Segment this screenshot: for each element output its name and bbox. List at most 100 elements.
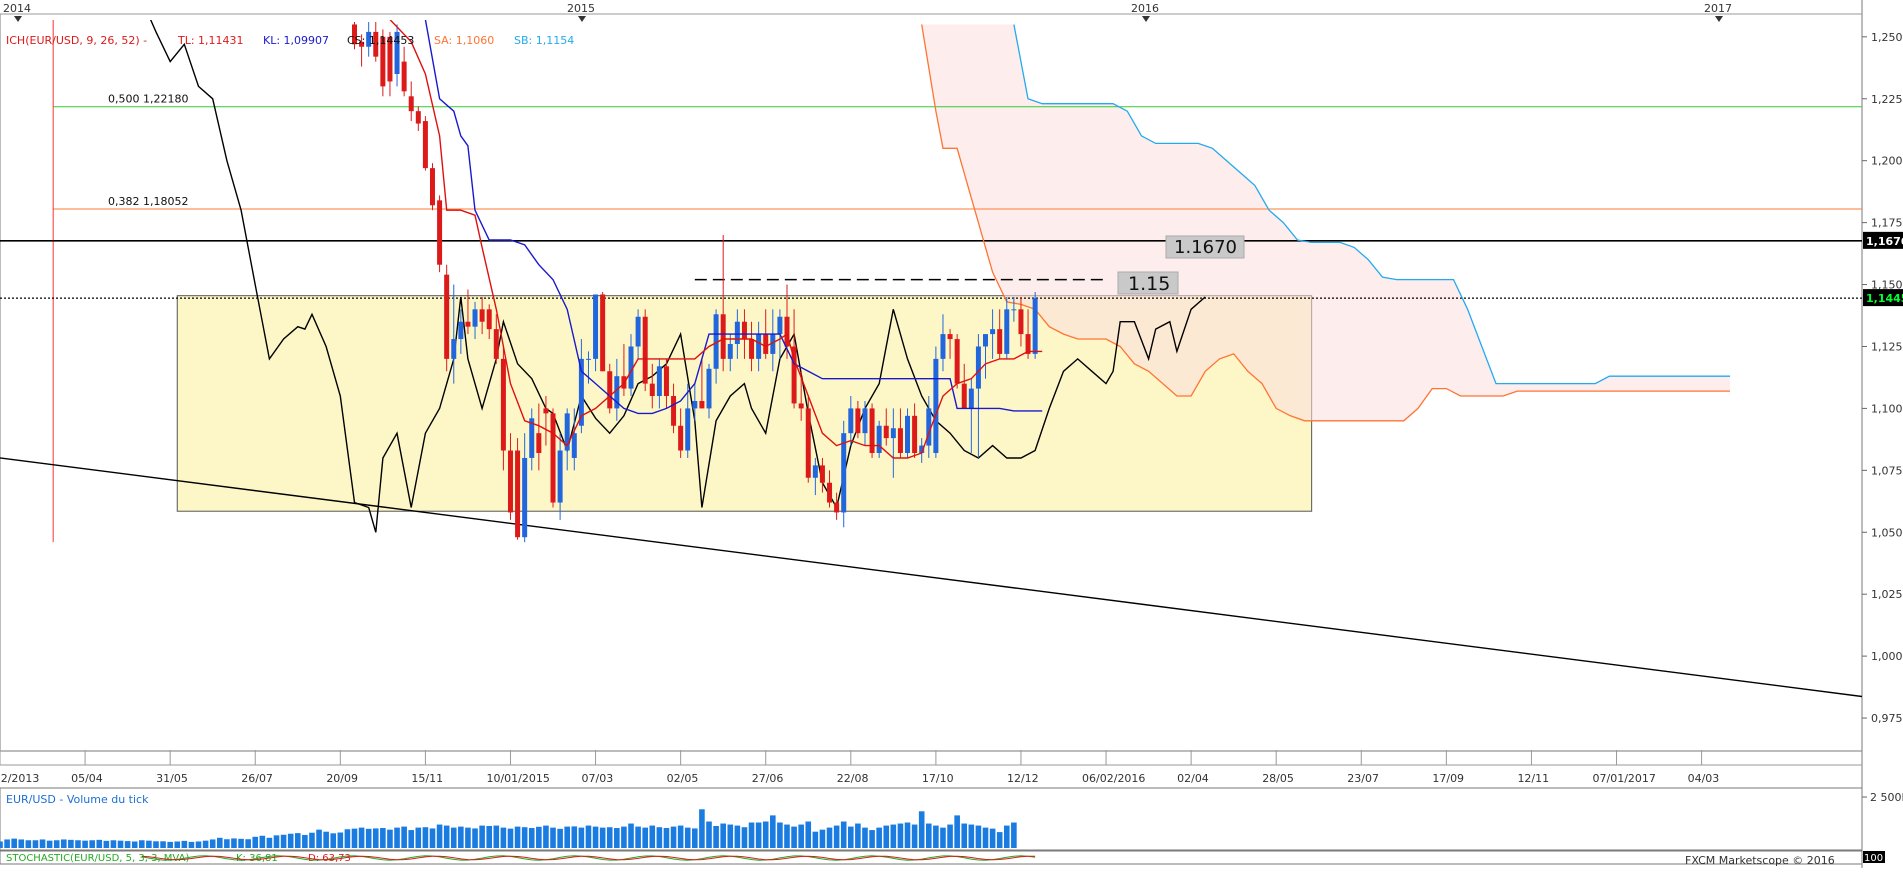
volume-bar <box>309 832 315 848</box>
volume-bar <box>103 840 110 848</box>
volume-bar <box>209 839 216 848</box>
date-tick-label: 06/02/2016 <box>1082 772 1145 785</box>
date-tick-label: 20/09 <box>326 772 358 785</box>
volume-bar <box>982 827 989 848</box>
current-price-badge <box>1863 289 1903 307</box>
bullish-candle <box>585 358 591 360</box>
bullish-candle <box>812 465 818 478</box>
price-plot-area <box>0 20 1862 698</box>
volume-bar <box>904 822 911 848</box>
bullish-candle <box>564 413 570 451</box>
volume-bar <box>770 815 776 848</box>
date-tick-label: 04/03 <box>1688 772 1720 785</box>
bearish-candle <box>961 383 967 409</box>
bearish-candle <box>749 339 755 359</box>
bullish-candle <box>926 408 932 446</box>
volume-bar <box>61 839 67 848</box>
stochastic-panel: STOCHASTIC(EUR/USD, 5, 3, 3, MVA) - K: 36… <box>6 851 1885 867</box>
bearish-candle <box>883 425 889 439</box>
volume-bar <box>762 821 769 848</box>
price-tick-label: 1,1250 <box>1871 340 1903 353</box>
volume-panel-title: EUR/USD - Volume du tick <box>6 793 149 806</box>
volume-bar <box>429 828 436 848</box>
bullish-candle <box>777 316 783 335</box>
bearish-candle <box>791 346 797 404</box>
volume-bar <box>117 840 124 848</box>
volume-bar <box>819 829 826 848</box>
volume-bar <box>777 822 783 848</box>
bullish-candle <box>756 334 762 359</box>
volume-bar <box>0 841 3 848</box>
bullish-candle <box>593 294 599 359</box>
volume-bar <box>543 825 549 848</box>
bullish-candle <box>890 428 896 439</box>
target-annotation-box <box>1117 271 1179 295</box>
volume-bar <box>500 827 507 848</box>
year-marker-icon <box>1715 16 1723 22</box>
volume-bar <box>614 828 620 848</box>
bullish-candle <box>770 334 776 354</box>
bearish-candle <box>429 168 435 206</box>
volume-bar <box>18 839 25 848</box>
year-axis: 2014 2015 2016 2017 <box>0 2 1862 22</box>
bearish-candle <box>827 482 833 503</box>
date-tick-label: 17/10 <box>922 772 954 785</box>
bearish-candle <box>408 96 414 112</box>
volume-bar <box>918 811 925 848</box>
volume-bar <box>550 827 556 848</box>
volume-bar <box>507 828 514 848</box>
volume-bar <box>642 827 648 848</box>
bullish-candle <box>571 433 577 458</box>
volume-bar <box>160 841 166 848</box>
bearish-candle <box>741 321 747 340</box>
volume-bar <box>805 821 812 848</box>
volume-bar <box>557 828 563 848</box>
volume-bar <box>351 828 358 848</box>
volume-bar <box>521 827 528 848</box>
bullish-candle <box>706 368 712 409</box>
volume-bar <box>706 821 712 848</box>
volume-bar <box>826 827 833 848</box>
price-tick-label: 1,1000 <box>1871 402 1903 415</box>
volume-bar <box>259 835 266 848</box>
volume-bar <box>528 828 535 848</box>
bullish-candle <box>983 334 989 347</box>
bullish-candle <box>862 408 868 434</box>
volume-bar <box>635 826 641 848</box>
current-price-label: 1,14453 <box>1866 292 1903 305</box>
volume-bar <box>649 825 656 848</box>
volume-bar <box>46 840 53 848</box>
bullish-candle <box>656 366 662 397</box>
bearish-candle <box>671 396 677 426</box>
volume-bar <box>146 840 152 848</box>
bullish-candle <box>394 31 400 75</box>
date-tick-label: 26/07 <box>241 772 273 785</box>
volume-bar <box>855 823 861 848</box>
volume-bar <box>188 841 195 848</box>
bullish-candle <box>1032 298 1038 354</box>
bullish-candle <box>458 321 464 340</box>
volume-bar <box>670 826 677 848</box>
volume-bar <box>266 837 273 848</box>
volume-bar <box>216 837 223 848</box>
bearish-candle <box>1025 334 1031 354</box>
volume-bar <box>514 826 521 848</box>
descending-trendline <box>0 457 1862 698</box>
bearish-candle <box>607 371 613 409</box>
volume-bar <box>840 821 847 848</box>
bullish-candle <box>968 388 974 409</box>
year-label: 2014 <box>3 2 31 15</box>
bearish-candle <box>947 334 953 340</box>
volume-bar <box>1003 825 1010 848</box>
volume-bar <box>273 835 280 848</box>
date-tick-label: 12/11 <box>1517 772 1549 785</box>
bullish-candle <box>557 450 563 503</box>
volume-bar <box>337 832 344 848</box>
volume-bar <box>82 840 88 848</box>
bearish-candle <box>819 465 825 483</box>
bearish-candle <box>663 366 669 397</box>
price-tick-label: 1,0250 <box>1871 588 1903 601</box>
bullish-candle <box>614 376 620 409</box>
